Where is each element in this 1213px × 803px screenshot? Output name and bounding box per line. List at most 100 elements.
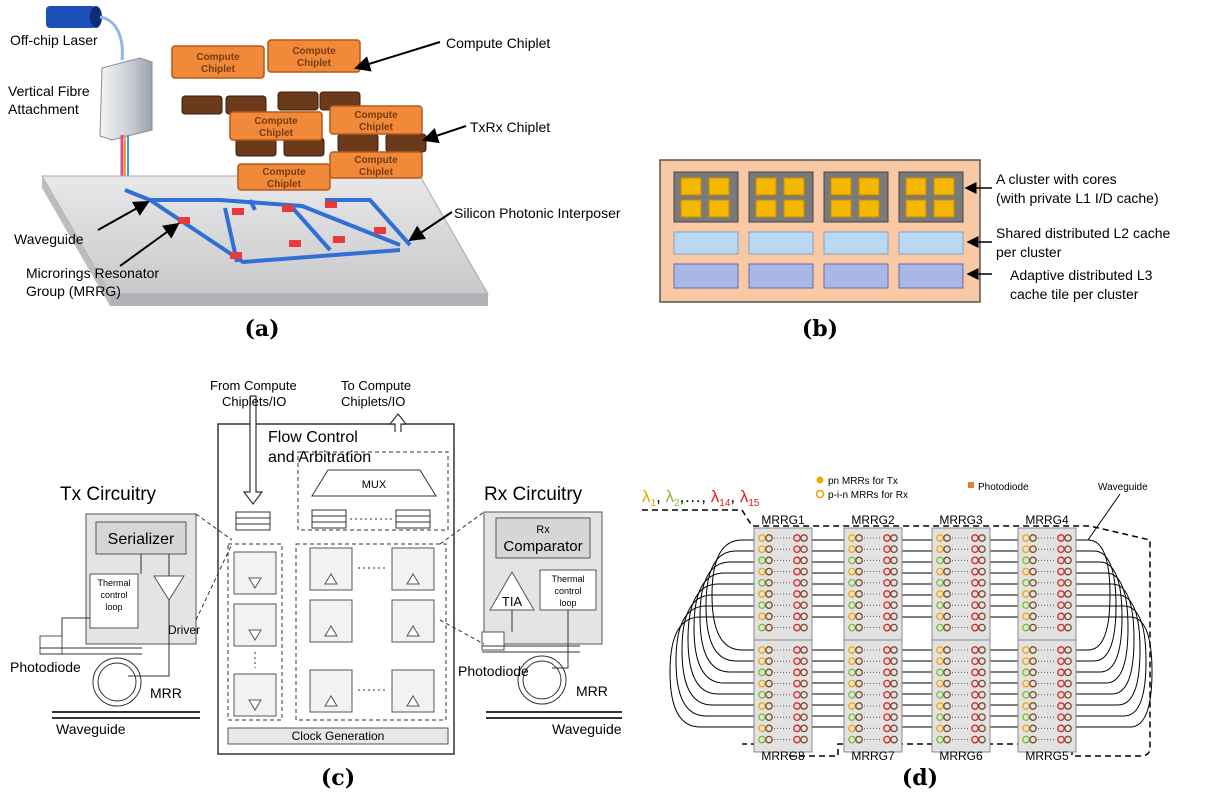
waveguide-label-d: Waveguide <box>1098 482 1148 493</box>
mrr-ring <box>978 724 986 733</box>
mrr-ring <box>765 612 773 621</box>
mrr-ring <box>1029 668 1037 677</box>
tx-thermal-line3: loop <box>105 602 122 612</box>
mrr-ring <box>978 657 986 666</box>
mrr-ring <box>1064 690 1072 699</box>
mrr-ring <box>855 567 863 576</box>
tx-column <box>227 543 283 721</box>
mrr-ring <box>765 679 773 688</box>
cluster <box>748 171 814 289</box>
mrrg-block: MRRG2 <box>843 513 903 641</box>
mrr-ring <box>765 623 773 632</box>
mrr-ring <box>855 646 863 654</box>
mrr-ring <box>855 612 863 621</box>
core <box>905 199 927 218</box>
mrrg-box <box>843 527 903 641</box>
l3-cache <box>748 263 814 289</box>
driver-label: Driver <box>168 623 200 637</box>
rx-photodiode-icon <box>481 631 505 651</box>
mrrg-block: MRRG3 <box>931 513 991 641</box>
mrrg-label: MRRG3 <box>939 513 983 527</box>
mrr-ring <box>890 578 898 587</box>
mrrg-box <box>931 527 991 641</box>
core <box>708 199 730 218</box>
mrr-ring <box>943 623 951 632</box>
core <box>783 199 805 218</box>
mrr-ring <box>890 556 898 565</box>
mrr-ring <box>1064 578 1072 587</box>
mrr-ring <box>855 679 863 688</box>
mrrg-label: MRRG7 <box>851 749 895 763</box>
chiplet-text: Chiplet <box>201 64 236 75</box>
waveguide-loop <box>699 561 1123 673</box>
mrr-ring <box>978 612 986 621</box>
core <box>755 199 777 218</box>
mrr-ring <box>1029 545 1037 554</box>
caption-b: (b) <box>802 316 838 342</box>
mrr-ring <box>765 545 773 554</box>
rx-waveguide-label: Waveguide <box>552 721 622 737</box>
buffer-stacks <box>235 509 431 531</box>
rx-mrr-label: MRR <box>576 683 608 699</box>
waveguide-loop <box>693 572 1129 684</box>
mrr-ring <box>800 668 808 677</box>
legend-pin: p-i-n MRRs for Rx <box>828 490 908 501</box>
from-label-line2: Chiplets/IO <box>222 394 286 409</box>
mrr-ring <box>978 668 986 677</box>
mrr-ring <box>890 567 898 576</box>
mrr-ring <box>765 534 773 542</box>
mrr-ring <box>978 601 986 610</box>
mrr-ring <box>890 601 898 610</box>
mrr-ring <box>855 623 863 632</box>
core <box>858 199 880 218</box>
mrr-ring <box>855 702 863 710</box>
mrr-markers <box>178 201 386 259</box>
rx-thermal-block <box>539 569 597 611</box>
mrr-ring <box>800 545 808 554</box>
fibre-label-line2: Attachment <box>8 101 79 117</box>
mrr-ring <box>855 668 863 677</box>
l2-cache <box>748 231 814 255</box>
core <box>755 177 777 196</box>
comparator-label: Comparator <box>503 538 582 555</box>
mrr-ring <box>890 623 898 632</box>
mrr-ring <box>800 735 808 744</box>
mrrg-box <box>843 639 903 753</box>
mrr-ring <box>890 724 898 733</box>
rx-thermal-line1: Thermal <box>551 574 584 584</box>
l3-cache <box>898 263 964 289</box>
mrr-ring <box>855 545 863 554</box>
mrrg-box <box>1017 639 1077 753</box>
serpentine-waveguides <box>669 539 1153 728</box>
mrrg-label-line1: Microrings Resonator <box>26 265 159 281</box>
mrrg-block: MRRG5 <box>1017 639 1077 763</box>
mrrg-label: MRRG6 <box>939 749 983 763</box>
mrrg-label: MRRG5 <box>1025 749 1069 763</box>
mrr-ring <box>800 578 808 587</box>
mrr-ring <box>855 601 863 610</box>
mrr-ring <box>1064 668 1072 677</box>
panel-b: A cluster with cores (with private L1 I/… <box>659 159 1171 342</box>
mrr-ring <box>800 590 808 598</box>
chiplet-text: Compute <box>262 167 306 178</box>
core <box>858 177 880 196</box>
tx-waveguide-label: Waveguide <box>56 721 126 737</box>
mrr-ring <box>943 702 951 710</box>
mrr-ring <box>978 578 986 587</box>
mrr-ring <box>1029 556 1037 565</box>
legend-pd: Photodiode <box>978 482 1029 493</box>
mrr-ring <box>1064 646 1072 654</box>
mrr-ring <box>855 590 863 598</box>
caption-c: (c) <box>321 765 355 791</box>
core <box>933 177 955 196</box>
core <box>783 177 805 196</box>
mrr-ring <box>1029 657 1037 666</box>
mrr-ring <box>765 668 773 677</box>
cluster-label-line2: (with private L1 I/D cache) <box>996 190 1159 206</box>
l3-label-line1: Adaptive distributed L3 <box>1010 267 1153 283</box>
mrr-ring <box>800 556 808 565</box>
mrr-ring <box>1029 534 1037 542</box>
mrr-ring <box>765 578 773 587</box>
tx-photodiode-icon <box>39 635 63 655</box>
mrrg-box <box>753 527 813 641</box>
